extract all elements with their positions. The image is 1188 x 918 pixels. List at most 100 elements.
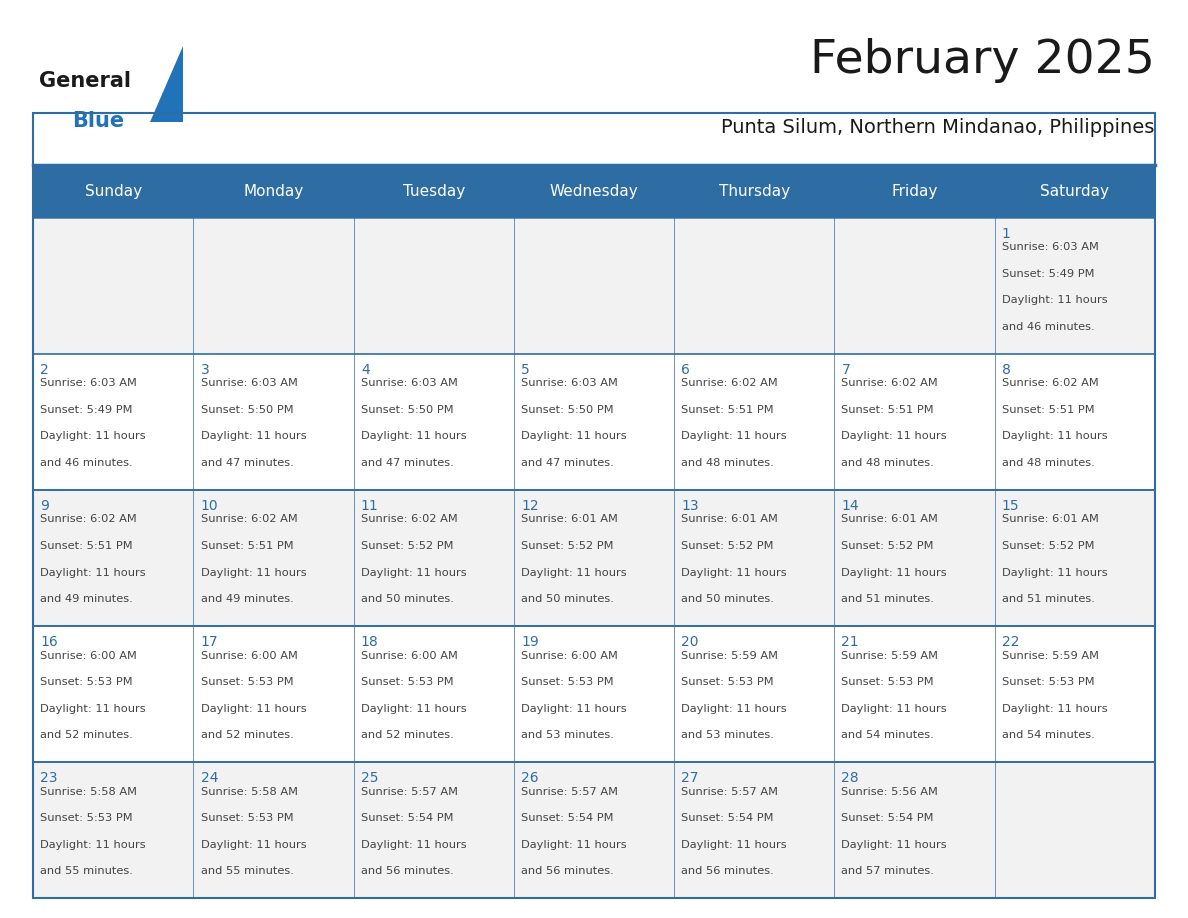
Text: Sunrise: 5:57 AM: Sunrise: 5:57 AM: [681, 787, 778, 797]
Text: Sunset: 5:53 PM: Sunset: 5:53 PM: [201, 813, 293, 823]
Text: Sunrise: 6:02 AM: Sunrise: 6:02 AM: [1001, 378, 1099, 388]
Text: Daylight: 11 hours: Daylight: 11 hours: [1001, 567, 1107, 577]
Text: Daylight: 11 hours: Daylight: 11 hours: [681, 567, 786, 577]
Text: Sunset: 5:52 PM: Sunset: 5:52 PM: [361, 541, 454, 551]
Bar: [33, 218, 194, 353]
Text: and 52 minutes.: and 52 minutes.: [201, 730, 293, 740]
Text: and 53 minutes.: and 53 minutes.: [522, 730, 614, 740]
Bar: [514, 489, 674, 626]
Text: and 47 minutes.: and 47 minutes.: [201, 458, 293, 468]
Text: Sunrise: 6:00 AM: Sunrise: 6:00 AM: [40, 651, 138, 661]
Bar: [994, 353, 1155, 489]
Text: Sunrise: 6:01 AM: Sunrise: 6:01 AM: [522, 514, 618, 524]
Text: Sunrise: 6:01 AM: Sunrise: 6:01 AM: [1001, 514, 1099, 524]
Text: Sunset: 5:53 PM: Sunset: 5:53 PM: [201, 677, 293, 687]
Text: Sunset: 5:53 PM: Sunset: 5:53 PM: [1001, 677, 1094, 687]
Text: Wednesday: Wednesday: [550, 184, 638, 199]
Bar: [674, 626, 834, 762]
Text: Sunset: 5:51 PM: Sunset: 5:51 PM: [681, 405, 773, 415]
Text: and 50 minutes.: and 50 minutes.: [522, 594, 614, 604]
Text: 8: 8: [1001, 363, 1011, 376]
Text: Friday: Friday: [891, 184, 937, 199]
Text: Daylight: 11 hours: Daylight: 11 hours: [40, 431, 146, 442]
Text: Sunset: 5:52 PM: Sunset: 5:52 PM: [522, 541, 613, 551]
Text: Daylight: 11 hours: Daylight: 11 hours: [681, 431, 786, 442]
Text: 10: 10: [201, 498, 219, 513]
Text: 7: 7: [841, 363, 851, 376]
Text: Daylight: 11 hours: Daylight: 11 hours: [361, 431, 467, 442]
Text: Sunrise: 6:02 AM: Sunrise: 6:02 AM: [681, 378, 778, 388]
Text: Daylight: 11 hours: Daylight: 11 hours: [201, 840, 307, 850]
Text: 4: 4: [361, 363, 369, 376]
Text: and 51 minutes.: and 51 minutes.: [841, 594, 934, 604]
Bar: [33, 626, 194, 762]
Text: Daylight: 11 hours: Daylight: 11 hours: [841, 567, 947, 577]
Text: Sunset: 5:53 PM: Sunset: 5:53 PM: [40, 677, 133, 687]
Polygon shape: [150, 46, 183, 122]
Text: Daylight: 11 hours: Daylight: 11 hours: [361, 567, 467, 577]
Text: Sunset: 5:53 PM: Sunset: 5:53 PM: [841, 677, 934, 687]
Bar: [834, 353, 994, 489]
Bar: [514, 218, 674, 353]
Text: Sunset: 5:52 PM: Sunset: 5:52 PM: [681, 541, 773, 551]
Text: Punta Silum, Northern Mindanao, Philippines: Punta Silum, Northern Mindanao, Philippi…: [721, 118, 1155, 137]
Text: Sunset: 5:49 PM: Sunset: 5:49 PM: [40, 405, 133, 415]
Text: and 51 minutes.: and 51 minutes.: [1001, 594, 1094, 604]
Bar: [674, 489, 834, 626]
Text: Daylight: 11 hours: Daylight: 11 hours: [522, 431, 626, 442]
Text: Blue: Blue: [72, 111, 125, 130]
Bar: [994, 489, 1155, 626]
Bar: [33, 762, 194, 898]
Bar: [834, 626, 994, 762]
Text: 20: 20: [681, 635, 699, 649]
Text: and 55 minutes.: and 55 minutes.: [40, 867, 133, 876]
Text: 26: 26: [522, 771, 538, 785]
Text: Sunrise: 5:59 AM: Sunrise: 5:59 AM: [1001, 651, 1099, 661]
Bar: [194, 218, 354, 353]
Text: Sunset: 5:51 PM: Sunset: 5:51 PM: [1001, 405, 1094, 415]
Bar: [33, 353, 194, 489]
Text: Sunrise: 6:03 AM: Sunrise: 6:03 AM: [201, 378, 297, 388]
Text: Daylight: 11 hours: Daylight: 11 hours: [522, 567, 626, 577]
Bar: [834, 165, 994, 218]
Text: Sunrise: 6:03 AM: Sunrise: 6:03 AM: [40, 378, 138, 388]
Bar: [33, 489, 194, 626]
Text: and 48 minutes.: and 48 minutes.: [841, 458, 934, 468]
Text: 21: 21: [841, 635, 859, 649]
Text: Sunrise: 6:01 AM: Sunrise: 6:01 AM: [681, 514, 778, 524]
Text: and 48 minutes.: and 48 minutes.: [681, 458, 775, 468]
Text: Sunset: 5:51 PM: Sunset: 5:51 PM: [841, 405, 934, 415]
Text: Daylight: 11 hours: Daylight: 11 hours: [1001, 296, 1107, 306]
Text: General: General: [39, 72, 131, 91]
Text: Thursday: Thursday: [719, 184, 790, 199]
Bar: [994, 626, 1155, 762]
Bar: [674, 218, 834, 353]
Text: 6: 6: [681, 363, 690, 376]
Text: and 46 minutes.: and 46 minutes.: [1001, 322, 1094, 332]
Text: and 54 minutes.: and 54 minutes.: [1001, 730, 1094, 740]
Text: Sunset: 5:54 PM: Sunset: 5:54 PM: [361, 813, 454, 823]
Text: and 50 minutes.: and 50 minutes.: [361, 594, 454, 604]
Text: Sunrise: 6:02 AM: Sunrise: 6:02 AM: [841, 378, 939, 388]
Text: 16: 16: [40, 635, 58, 649]
Text: 5: 5: [522, 363, 530, 376]
Text: Sunset: 5:49 PM: Sunset: 5:49 PM: [1001, 269, 1094, 279]
Text: Sunset: 5:51 PM: Sunset: 5:51 PM: [201, 541, 293, 551]
Text: 1: 1: [1001, 227, 1011, 241]
Text: Daylight: 11 hours: Daylight: 11 hours: [681, 840, 786, 850]
Bar: [354, 218, 514, 353]
Text: and 52 minutes.: and 52 minutes.: [40, 730, 133, 740]
Bar: [194, 489, 354, 626]
Text: Sunset: 5:50 PM: Sunset: 5:50 PM: [522, 405, 614, 415]
Text: Daylight: 11 hours: Daylight: 11 hours: [201, 431, 307, 442]
Text: Sunset: 5:52 PM: Sunset: 5:52 PM: [841, 541, 934, 551]
Text: 13: 13: [681, 498, 699, 513]
Text: and 52 minutes.: and 52 minutes.: [361, 730, 454, 740]
Bar: [834, 762, 994, 898]
Bar: [354, 489, 514, 626]
Text: Daylight: 11 hours: Daylight: 11 hours: [841, 840, 947, 850]
Text: Daylight: 11 hours: Daylight: 11 hours: [40, 703, 146, 713]
Bar: [194, 165, 354, 218]
Text: Sunset: 5:51 PM: Sunset: 5:51 PM: [40, 541, 133, 551]
Bar: [994, 762, 1155, 898]
